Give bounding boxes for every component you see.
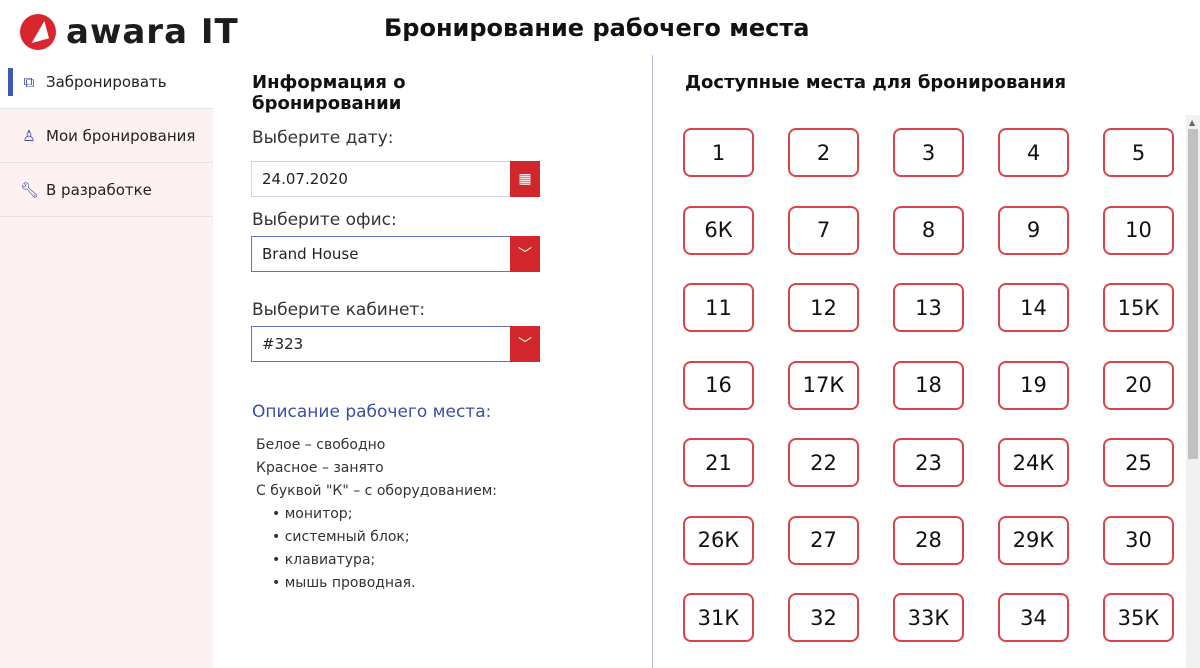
page-title: Бронирование рабочего места <box>384 14 810 42</box>
seat-button[interactable]: 14 <box>998 283 1069 332</box>
seat-button[interactable]: 25 <box>1103 438 1174 487</box>
desk-icon: ⧉ <box>23 72 35 91</box>
seat-button[interactable]: 29К <box>998 515 1069 565</box>
seat-button[interactable]: 7 <box>788 205 859 255</box>
seat-button[interactable]: 15К <box>1103 283 1174 332</box>
seat-button[interactable]: 9 <box>998 205 1069 255</box>
seat-button[interactable]: 16 <box>683 360 754 410</box>
bullet-item: • монитор; <box>272 506 353 522</box>
seat-button[interactable]: 1 <box>683 128 754 177</box>
seat-button[interactable]: 33К <box>893 593 964 642</box>
sidebar-item-in-development[interactable]: 🔧︎ В разработке <box>0 163 213 217</box>
logo: awara IT <box>20 12 239 52</box>
seat-button[interactable]: 4 <box>998 128 1069 177</box>
seat-button[interactable]: 6К <box>683 205 754 255</box>
seats-heading: Доступные места для бронирования <box>685 72 1067 93</box>
chevron-down-icon[interactable]: ﹀ <box>510 236 540 272</box>
date-value: 24.07.2020 <box>262 170 348 188</box>
room-label: Выберите кабинет: <box>252 300 426 320</box>
seat-button[interactable]: 18 <box>893 360 964 410</box>
sidebar-item-my-bookings[interactable]: ♙ Мои бронирования <box>0 109 213 163</box>
description-title: Описание рабочего места: <box>252 402 492 422</box>
seat-button[interactable]: 8 <box>893 205 964 255</box>
seat-button[interactable]: 24К <box>998 438 1069 487</box>
room-value: #323 <box>262 335 304 353</box>
seat-button[interactable]: 35К <box>1103 593 1174 642</box>
seat-button[interactable]: 34 <box>998 593 1069 642</box>
sidebar-item-label: В разработке <box>46 180 152 199</box>
user-icon: ♙ <box>22 126 36 145</box>
office-select[interactable]: Brand House ﹀ <box>251 236 540 272</box>
logo-text: awara IT <box>66 12 239 52</box>
sidebar-item-label: Мои бронирования <box>46 126 196 145</box>
seat-button[interactable]: 32 <box>788 593 859 642</box>
seat-button[interactable]: 27 <box>788 515 859 565</box>
divider <box>652 55 653 668</box>
logo-mark-icon <box>20 14 56 50</box>
wrench-icon: 🔧︎ <box>20 180 40 199</box>
seat-grid: 1 2 3 4 5 6К 7 8 9 10 11 12 13 14 15К 16 17К 18 19 20 21 22 23… <box>683 128 1174 642</box>
seat-button[interactable]: 20 <box>1103 360 1174 410</box>
seat-button[interactable]: 3 <box>893 128 964 177</box>
chevron-down-icon[interactable]: ﹀ <box>510 326 540 362</box>
scrollbar-thumb[interactable] <box>1188 129 1198 459</box>
legend-busy: Красное – занято <box>256 460 384 476</box>
seat-button[interactable]: 26К <box>683 515 754 565</box>
calendar-icon[interactable]: ▦ <box>510 161 540 197</box>
sidebar-item-book[interactable]: ⧉ Забронировать <box>0 55 213 109</box>
seat-button[interactable]: 13 <box>893 283 964 332</box>
seat-button[interactable]: 30 <box>1103 515 1174 565</box>
seat-button[interactable]: 31К <box>683 593 754 642</box>
seat-button[interactable]: 22 <box>788 438 859 487</box>
seat-button[interactable]: 23 <box>893 438 964 487</box>
scrollbar[interactable]: ▲ <box>1186 115 1200 668</box>
bullet-item: • системный блок; <box>272 529 410 545</box>
seat-button[interactable]: 10 <box>1103 205 1174 255</box>
form-heading: Информация о бронировании <box>252 72 406 114</box>
date-label: Выберите дату: <box>252 128 394 148</box>
scroll-up-icon[interactable]: ▲ <box>1189 118 1196 127</box>
seat-button[interactable]: 21 <box>683 438 754 487</box>
room-select[interactable]: #323 ﹀ <box>251 326 540 362</box>
sidebar-item-label: Забронировать <box>46 72 167 91</box>
date-picker[interactable]: 24.07.2020 ▦ <box>251 161 540 197</box>
legend-equipment: С буквой "К" – с оборудованием: <box>256 483 497 499</box>
bullet-item: • клавиатура; <box>272 552 376 568</box>
sidebar: ⧉ Забронировать ♙ Мои бронирования 🔧︎ В раз… <box>0 55 213 668</box>
seat-button[interactable]: 17К <box>788 360 859 410</box>
seat-button[interactable]: 2 <box>788 128 859 177</box>
office-label: Выберите офис: <box>252 210 397 230</box>
seat-button[interactable]: 12 <box>788 283 859 332</box>
description: Белое – свободно Красное – занято С букв… <box>256 434 497 595</box>
bullet-item: • мышь проводная. <box>272 575 416 591</box>
office-value: Brand House <box>262 245 359 263</box>
seat-button[interactable]: 11 <box>683 283 754 332</box>
seat-button[interactable]: 19 <box>998 360 1069 410</box>
legend-free: Белое – свободно <box>256 437 386 453</box>
seat-button[interactable]: 28 <box>893 515 964 565</box>
seat-button[interactable]: 5 <box>1103 128 1174 177</box>
